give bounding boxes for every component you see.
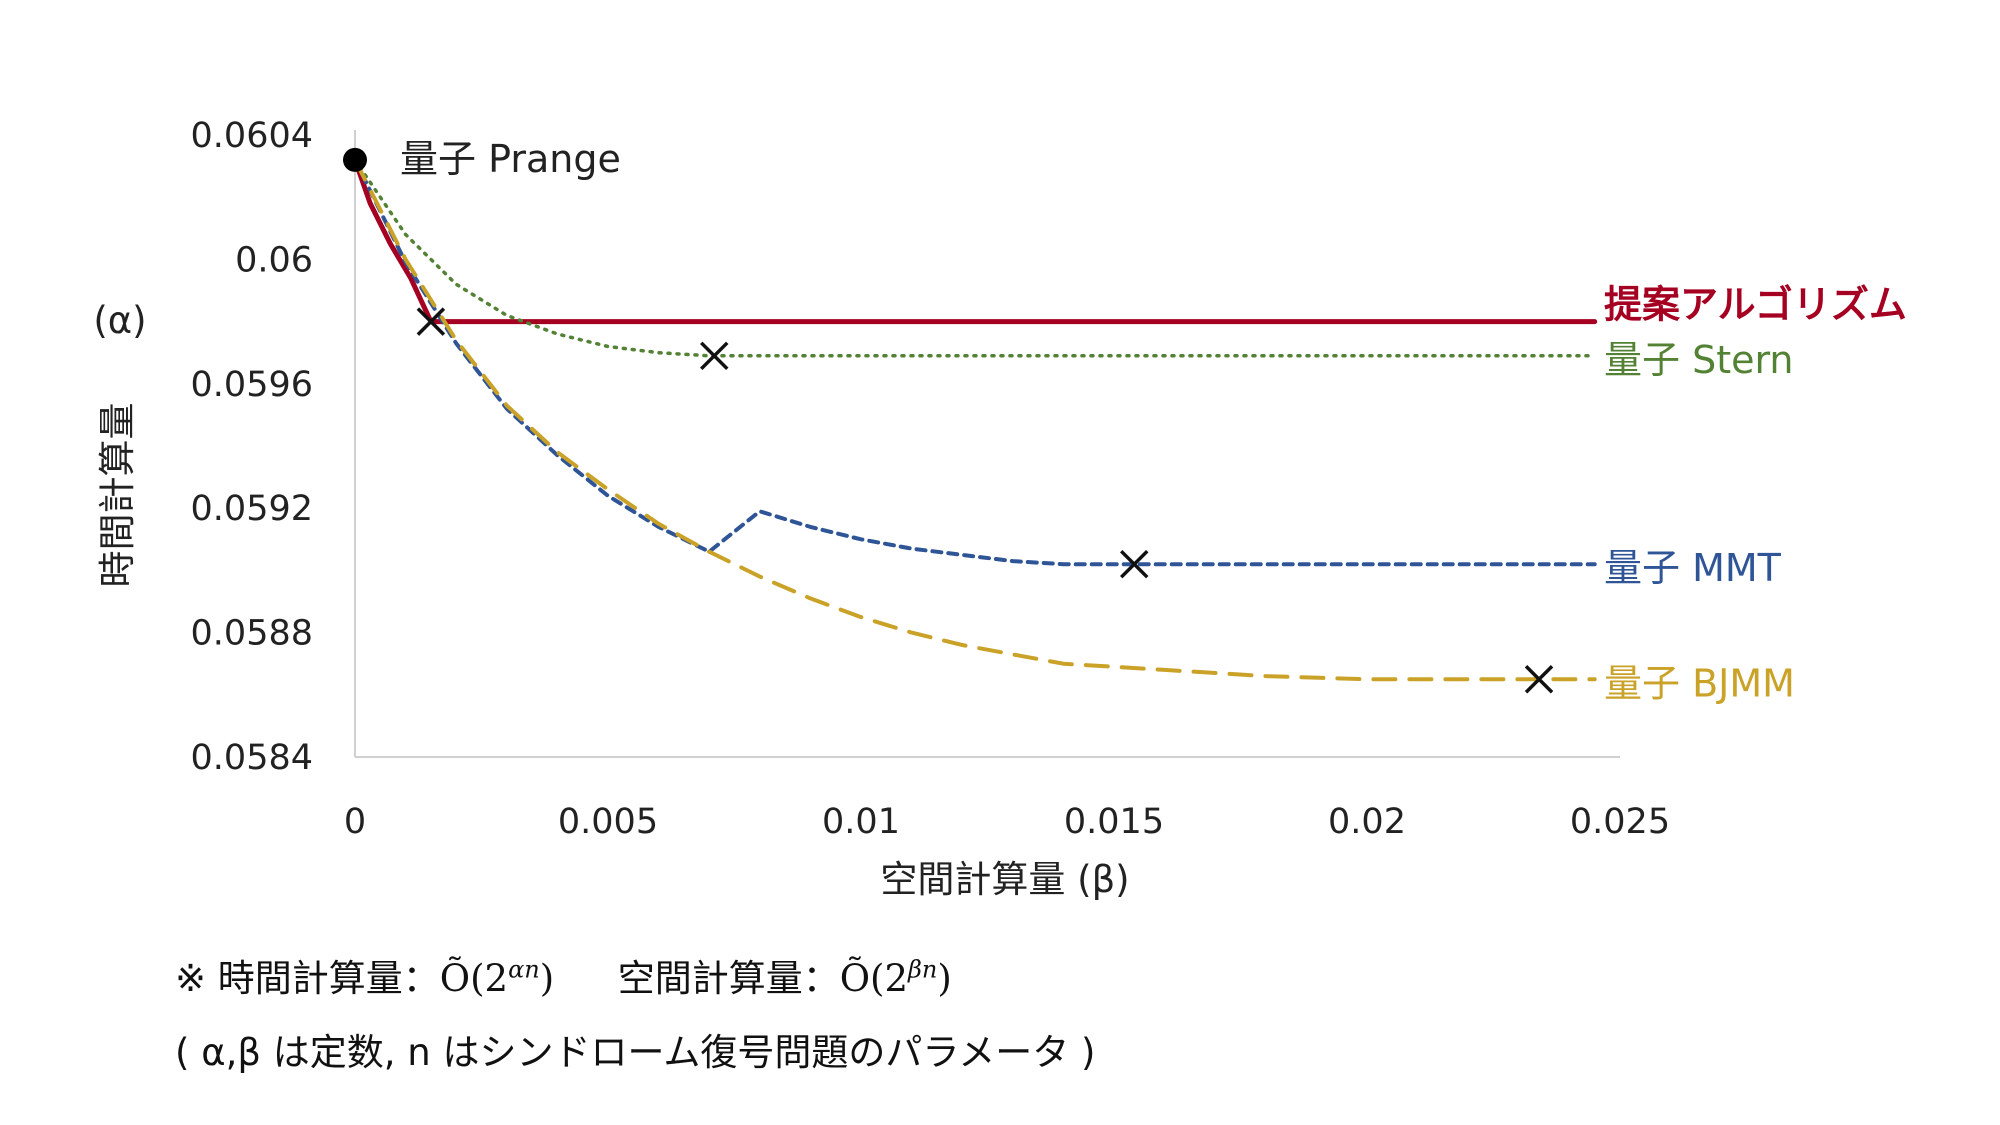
x-marker-stroke — [700, 341, 729, 371]
space-complexity-label: 空間計算量： — [617, 957, 840, 1000]
y-tick-label: 0.0604 — [191, 116, 313, 156]
start-point-label: 量子 Prange — [400, 137, 621, 181]
series-layer — [352, 157, 1598, 682]
series-line — [353, 158, 1597, 358]
space-complexity-close: ) — [937, 957, 952, 1000]
x-marker — [1120, 549, 1149, 579]
x-tick-label: 0.01 — [822, 802, 900, 842]
x-tick-label: 0.015 — [1064, 802, 1164, 842]
x-tick-label: 0.025 — [1570, 802, 1670, 842]
x-axis-title: 空間計算量 (β) — [880, 858, 1129, 901]
space-complexity-exponent: βn — [908, 955, 938, 984]
note-prefix: ※ 時間計算量： — [175, 957, 440, 1000]
y-tick-label: 0.0596 — [191, 365, 313, 405]
y-tick-label: 0.0584 — [191, 738, 313, 778]
time-complexity-exponent: αn — [508, 955, 540, 984]
series-line — [353, 157, 1597, 682]
y-tick-label: 0.0592 — [191, 489, 313, 529]
tick-labels: 0 0.005 0.01 0.015 0.02 0.025 0.0604 0.06 0.0596… — [191, 116, 1671, 842]
space-complexity-expr: Õ(2 — [839, 957, 909, 1000]
series-label: 量子 Stern — [1604, 338, 1794, 382]
series-line — [353, 157, 1597, 567]
time-complexity-close: ) — [539, 957, 555, 1000]
x-marker — [1524, 665, 1554, 694]
series-label: 提案アルゴリズム — [1604, 283, 1907, 327]
y-tick-label: 0.0588 — [191, 614, 313, 654]
x-tick-label: 0 — [344, 802, 366, 842]
series-label: 量子 BJMM — [1604, 661, 1795, 705]
x-marker-stroke — [416, 307, 446, 336]
x-marker — [700, 341, 729, 371]
start-point-dot — [343, 147, 367, 172]
x-tick-label: 0.02 — [1328, 802, 1406, 842]
y-axis-title: 時間計算量 — [96, 403, 139, 588]
series-label: 量子 MMT — [1604, 546, 1782, 590]
x-marker-stroke — [1120, 549, 1149, 579]
axes — [354, 130, 1620, 758]
markers — [343, 147, 1554, 694]
series-line — [352, 157, 1598, 325]
x-marker — [416, 307, 446, 336]
parameter-note: ( α,β は定数, n はシンドローム復号問題のパラメータ ) — [175, 1031, 1096, 1074]
complexity-note: ※ 時間計算量：Õ(2αn) 空間計算量：Õ(2βn) — [175, 948, 952, 1002]
y-tick-label: 0.06 — [235, 240, 313, 280]
time-complexity-expr: Õ(2 — [439, 957, 509, 1000]
y-axis-symbol: (α) — [93, 299, 146, 342]
x-marker-stroke — [1524, 665, 1554, 694]
x-tick-label: 0.005 — [558, 802, 658, 842]
